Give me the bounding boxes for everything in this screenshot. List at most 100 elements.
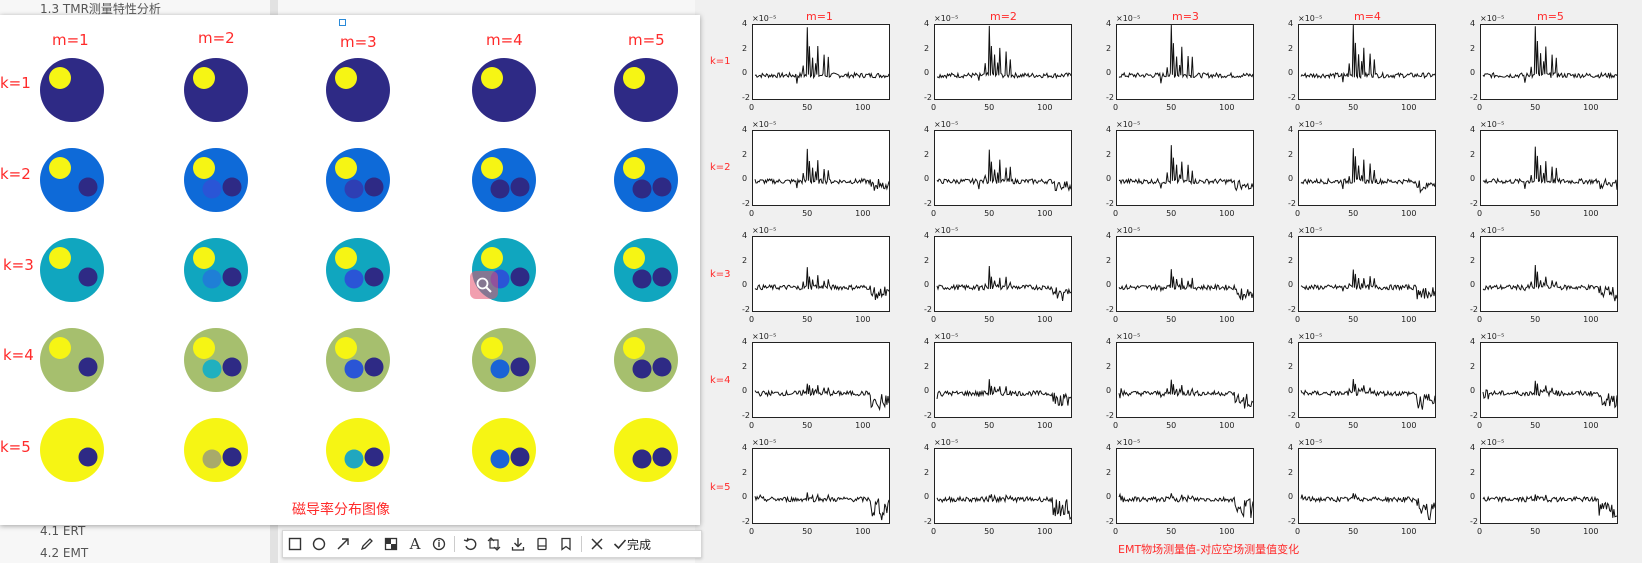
disk-k1-m3 — [326, 58, 390, 122]
toc-item-tmr[interactable]: 1.3 TMR测量特性分析 — [40, 2, 161, 16]
toolbar-divider — [581, 536, 582, 552]
pen-icon[interactable] — [355, 531, 379, 557]
inclusion-dark — [222, 267, 242, 287]
inclusion-yellow — [193, 67, 215, 89]
toolbar-divider — [454, 536, 455, 552]
column-label-m3: m=3 — [340, 33, 377, 51]
inclusion-dark — [510, 447, 530, 467]
permeability-image-figure: m=1 m=2 m=3 m=4 m=5 k=1 k=2 k=3 k=4 k=5 … — [0, 15, 700, 525]
inclusion-yellow — [193, 247, 215, 269]
inclusion-dark — [652, 357, 672, 377]
inclusion-yellow — [193, 157, 215, 179]
measurement-caption: EMT物场测量值-对应空场测量值变化 — [1118, 543, 1300, 556]
inclusion-dark — [510, 357, 530, 377]
inclusion-dark — [364, 447, 384, 467]
toc-item-emt[interactable]: 4.2 EMT — [40, 546, 89, 560]
inclusion-mid — [202, 359, 222, 379]
inclusion-mid — [344, 359, 364, 379]
inclusion-yellow — [335, 247, 357, 269]
inclusion-dark — [78, 447, 98, 467]
mosaic-icon[interactable] — [379, 531, 403, 557]
inclusion-mid — [344, 449, 364, 469]
column-label-m5: m=5 — [628, 31, 665, 49]
magnifier-icon — [476, 277, 492, 293]
row-label-k3: k=3 — [3, 256, 34, 274]
inclusion-mid — [490, 449, 510, 469]
inclusion-yellow — [49, 247, 71, 269]
column-label-m1: m=1 — [52, 31, 89, 49]
selection-handle[interactable] — [339, 19, 346, 26]
inclusion-dark — [652, 267, 672, 287]
inclusion-dark — [364, 357, 384, 377]
inclusion-yellow — [623, 157, 645, 179]
close-icon[interactable] — [585, 531, 609, 557]
inclusion-yellow — [193, 337, 215, 359]
number-icon[interactable] — [427, 531, 451, 557]
inclusion-mid — [632, 449, 652, 469]
inclusion-yellow — [335, 67, 357, 89]
inclusion-dark — [78, 177, 98, 197]
rectangle-icon[interactable] — [283, 531, 307, 557]
inclusion-mid — [632, 269, 652, 289]
arrow-icon[interactable] — [331, 531, 355, 557]
inclusion-mid — [202, 179, 222, 199]
bookmark-icon[interactable] — [554, 531, 578, 557]
column-label-m4: m=4 — [486, 31, 523, 49]
undo-icon[interactable] — [458, 531, 482, 557]
inclusion-yellow — [623, 247, 645, 269]
permeability-disks — [40, 58, 678, 482]
inclusion-yellow — [623, 67, 645, 89]
inclusion-yellow — [481, 337, 503, 359]
circle-icon[interactable] — [307, 531, 331, 557]
inclusion-dark — [222, 177, 242, 197]
inclusion-yellow — [481, 247, 503, 269]
done-button[interactable]: 完成 — [609, 536, 655, 553]
disk-k1-m4 — [472, 58, 536, 122]
inclusion-dark — [510, 177, 530, 197]
inclusion-mid — [202, 449, 222, 469]
inclusion-yellow — [335, 337, 357, 359]
text-icon[interactable]: A — [409, 535, 421, 553]
inclusion-mid — [632, 179, 652, 199]
disk-k1-m2 — [184, 58, 248, 122]
inclusion-dark — [78, 267, 98, 287]
inclusion-yellow — [481, 67, 503, 89]
inclusion-mid — [490, 359, 510, 379]
toc-item-ert[interactable]: 4.1 ERT — [40, 524, 86, 538]
row-label-k1: k=1 — [0, 74, 31, 92]
zoom-hover-button[interactable] — [470, 271, 498, 299]
inclusion-dark — [222, 357, 242, 377]
inclusion-dark — [364, 177, 384, 197]
disk-k1-m1 — [40, 58, 104, 122]
inclusion-dark — [652, 447, 672, 467]
done-label: 完成 — [627, 537, 652, 552]
inclusion-dark — [510, 267, 530, 287]
disk-k1-m5 — [614, 58, 678, 122]
inclusion-yellow — [623, 337, 645, 359]
inclusion-mid — [344, 179, 364, 199]
measurement-figure — [695, 0, 1642, 563]
figure-caption: 磁导率分布图像 — [292, 502, 390, 518]
inclusion-dark — [78, 357, 98, 377]
row-label-k5: k=5 — [0, 438, 31, 456]
crop-icon[interactable] — [482, 531, 506, 557]
inclusion-mid — [490, 179, 510, 199]
download-icon[interactable] — [506, 531, 530, 557]
inclusion-dark — [364, 267, 384, 287]
check-icon — [613, 539, 627, 550]
inclusion-mid — [202, 269, 222, 289]
inclusion-yellow — [335, 157, 357, 179]
screenshot-toolbar: A 完成 — [282, 530, 702, 558]
inclusion-yellow — [49, 67, 71, 89]
column-label-m2: m=2 — [198, 29, 235, 47]
inclusion-yellow — [49, 337, 71, 359]
inclusion-dark — [222, 447, 242, 467]
row-label-k4: k=4 — [3, 346, 34, 364]
inclusion-dark — [652, 177, 672, 197]
inclusion-yellow — [481, 157, 503, 179]
inclusion-mid — [632, 359, 652, 379]
inclusion-mid — [344, 269, 364, 289]
pin-icon[interactable] — [530, 531, 554, 557]
row-label-k2: k=2 — [0, 165, 31, 183]
inclusion-yellow — [49, 157, 71, 179]
